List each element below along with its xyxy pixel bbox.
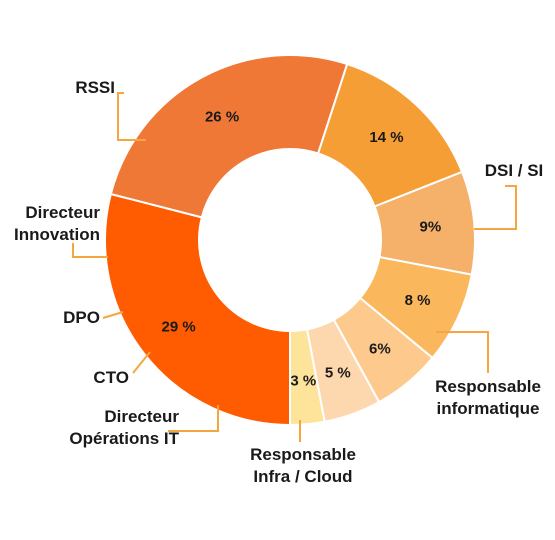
leader-line-dpo <box>102 311 124 319</box>
category-label-cto: CTO <box>93 368 129 387</box>
leader-line-dsi-si <box>474 185 517 230</box>
category-label-directeur-innovation: Directeur Innovation <box>14 203 100 244</box>
value-label-rssi: 29 % <box>161 318 195 335</box>
category-labels: RSSI DSI / SI Responsable informatique Respo… <box>14 78 543 486</box>
value-label-directeur-operations-it: 8 % <box>405 292 431 309</box>
category-label-rssi: RSSI <box>75 78 115 97</box>
value-label-dsi-si: 26 % <box>205 108 239 125</box>
leader-line-directeur-innovation <box>72 243 108 258</box>
value-label-dpo: 5 % <box>325 365 351 382</box>
category-label-dpo: DPO <box>63 308 100 327</box>
value-label-cto: 6% <box>369 341 391 358</box>
leader-lines <box>72 92 517 442</box>
category-label-responsable-infra-cloud: Responsable Infra / Cloud <box>250 445 356 486</box>
slice-dsi-si <box>109 54 349 219</box>
category-label-dsi-si: DSI / SI <box>485 161 544 180</box>
value-label-responsable-infra-cloud: 9% <box>420 219 442 236</box>
donut-slices <box>104 54 476 427</box>
leader-line-directeur-operations-it <box>168 405 219 432</box>
leader-line-responsable-informatique <box>436 331 489 373</box>
leader-line-cto <box>132 351 151 374</box>
category-label-directeur-operations-it: Directeur Opérations IT <box>69 407 179 448</box>
category-label-responsable-informatique: Responsable informatique <box>435 377 541 418</box>
value-labels: 29 % 26 % 14 % 9% 8 % 6% 5 % 3 % <box>161 108 441 389</box>
value-label-responsable-informatique: 14 % <box>369 129 403 146</box>
value-label-directeur-innovation: 3 % <box>290 372 316 389</box>
leader-line-rssi <box>117 92 146 141</box>
slice-directeur-innovation <box>289 328 326 427</box>
slice-rssi <box>104 192 291 427</box>
